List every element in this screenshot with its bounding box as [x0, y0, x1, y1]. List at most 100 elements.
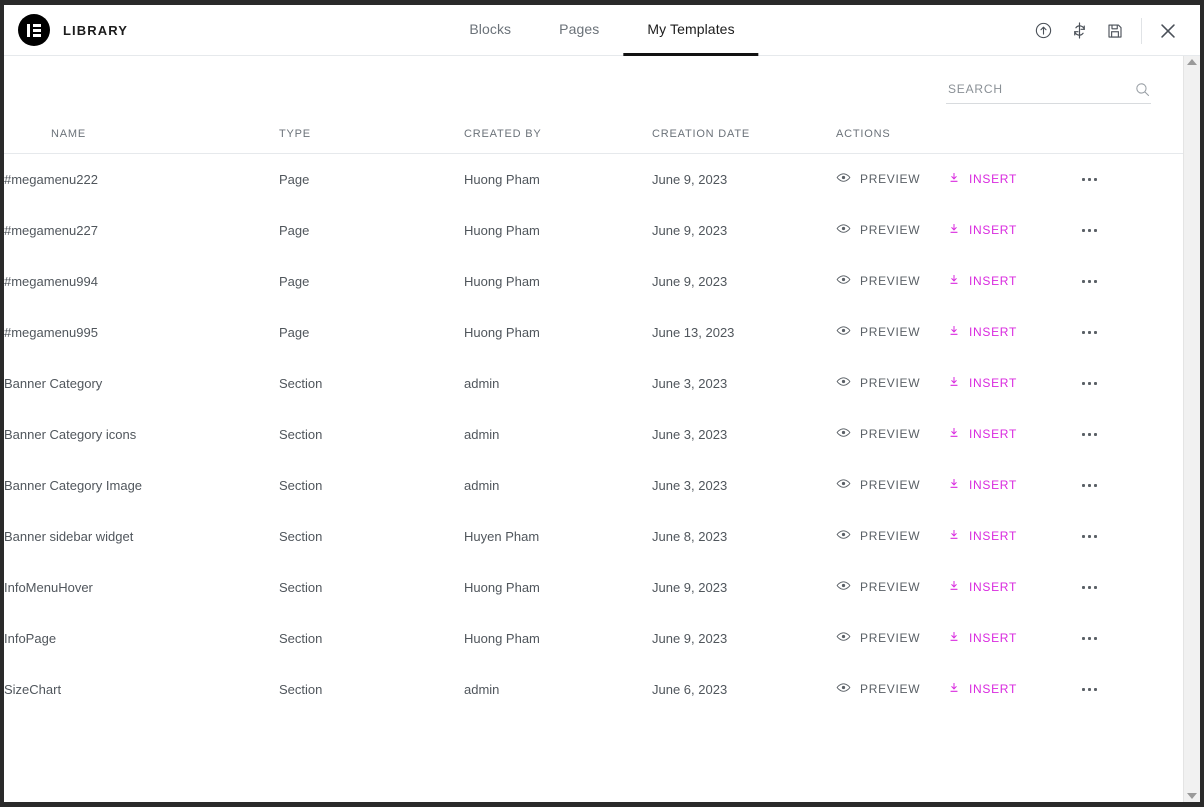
table-row[interactable]: #megamenu222 Page Huong Pham June 9, 2023 PR… [4, 154, 1183, 205]
preview-button[interactable]: PREVIEW [836, 272, 948, 290]
cell-template-name: #megamenu222 [4, 171, 98, 187]
table-row[interactable]: Banner Category icons Section admin June 3,… [4, 409, 1183, 460]
cell-created-by: Huong Pham [464, 324, 540, 340]
more-options-button[interactable] [1048, 330, 1097, 334]
cell-creation-date: June 3, 2023 [652, 375, 728, 391]
preview-button[interactable]: PREVIEW [836, 221, 948, 239]
table-row[interactable]: #megamenu227 Page Huong Pham June 9, 2023 PR… [4, 205, 1183, 256]
table-row[interactable]: Banner Category Image Section admin June 3,… [4, 460, 1183, 511]
insert-button[interactable]: INSERT [948, 477, 1048, 493]
search-row [4, 56, 1183, 104]
download-icon [948, 375, 960, 391]
scroll-up-arrow-icon[interactable] [1187, 59, 1197, 65]
insert-button[interactable]: INSERT [948, 426, 1048, 442]
preview-button[interactable]: PREVIEW [836, 527, 948, 545]
tab-blocks[interactable]: Blocks [469, 21, 512, 37]
insert-button[interactable]: INSERT [948, 630, 1048, 646]
table-row[interactable]: #megamenu995 Page Huong Pham June 13, 2023 P… [4, 307, 1183, 358]
preview-button[interactable]: PREVIEW [836, 170, 948, 188]
cell-template-type: Page [279, 324, 310, 340]
cell-created-by: Huong Pham [464, 222, 540, 238]
upload-circle-icon[interactable] [1025, 13, 1061, 49]
insert-button[interactable]: INSERT [948, 528, 1048, 544]
eye-icon [836, 221, 851, 239]
preview-button[interactable]: PREVIEW [836, 374, 948, 392]
cell-creation-date: June 8, 2023 [652, 528, 728, 544]
close-x-icon[interactable] [1150, 13, 1186, 49]
preview-button[interactable]: PREVIEW [836, 476, 948, 494]
table-body: #megamenu222 Page Huong Pham June 9, 2023 PR… [4, 154, 1183, 715]
column-header-name[interactable]: NAME [4, 128, 279, 154]
insert-label: INSERT [969, 376, 1017, 390]
more-options-button[interactable] [1048, 636, 1097, 640]
column-header-creation-date[interactable]: CREATION DATE [652, 128, 836, 154]
eye-icon [836, 323, 851, 341]
cell-created-by: Huong Pham [464, 273, 540, 289]
scroll-down-arrow-icon[interactable] [1187, 793, 1197, 799]
cell-template-type: Section [279, 681, 323, 697]
more-options-button[interactable] [1048, 585, 1097, 589]
insert-button[interactable]: INSERT [948, 273, 1048, 289]
preview-button[interactable]: PREVIEW [836, 578, 948, 596]
table-row[interactable]: InfoPage Section Huong Pham June 9, 2023 PRE… [4, 613, 1183, 664]
more-options-button[interactable] [1048, 228, 1097, 232]
more-options-button[interactable] [1048, 687, 1097, 691]
tab-pages[interactable]: Pages [559, 21, 600, 37]
download-icon [948, 579, 960, 595]
eye-icon [836, 578, 851, 596]
preview-label: PREVIEW [860, 223, 921, 237]
table-row[interactable]: SizeChart Section admin June 6, 2023 PREVIEW… [4, 664, 1183, 715]
tab-my-templates[interactable]: My Templates [623, 5, 759, 56]
modal-header: LIBRARY Blocks Pages My Templates [4, 5, 1200, 56]
search-box [946, 82, 1151, 104]
more-options-button[interactable] [1048, 381, 1097, 385]
cell-created-by: Huyen Pham [464, 528, 540, 544]
preview-label: PREVIEW [860, 274, 921, 288]
download-icon [948, 528, 960, 544]
cell-created-by: Huong Pham [464, 579, 540, 595]
table-head: NAME TYPE CREATED BY CREATION DATE ACTIO… [4, 128, 1183, 154]
download-icon [948, 630, 960, 646]
more-options-button[interactable] [1048, 279, 1097, 283]
cell-template-type: Section [279, 426, 323, 442]
search-icon[interactable] [1134, 81, 1151, 103]
cell-created-by: Huong Pham [464, 171, 540, 187]
insert-label: INSERT [969, 172, 1017, 187]
sync-icon[interactable] [1061, 13, 1097, 49]
insert-button[interactable]: INSERT [948, 222, 1048, 238]
cell-actions: PREVIEW INSERT [836, 613, 1183, 664]
column-header-type[interactable]: TYPE [279, 128, 464, 154]
column-header-created-by[interactable]: CREATED BY [464, 128, 652, 154]
vertical-scrollbar[interactable] [1183, 56, 1200, 802]
table-row[interactable]: InfoMenuHover Section Huong Pham June 9, 20… [4, 562, 1183, 613]
more-options-button[interactable] [1048, 534, 1097, 538]
eye-icon [836, 680, 851, 698]
table-row[interactable]: Banner Category Section admin June 3, 2023 P… [4, 358, 1183, 409]
eye-icon [836, 272, 851, 290]
preview-button[interactable]: PREVIEW [836, 323, 948, 341]
preview-label: PREVIEW [860, 478, 921, 492]
eye-icon [836, 425, 851, 443]
cell-creation-date: June 9, 2023 [652, 171, 728, 187]
preview-button[interactable]: PREVIEW [836, 629, 948, 647]
more-options-button[interactable] [1048, 483, 1097, 487]
insert-button[interactable]: INSERT [948, 579, 1048, 595]
preview-button[interactable]: PREVIEW [836, 680, 948, 698]
insert-button[interactable]: INSERT [948, 324, 1048, 340]
cell-creation-date: June 9, 2023 [652, 273, 728, 289]
save-floppy-icon[interactable] [1097, 13, 1133, 49]
cell-created-by: admin [464, 681, 500, 697]
cell-template-type: Section [279, 528, 323, 544]
table-row[interactable]: Banner sidebar widget Section Huyen Pham Ju… [4, 511, 1183, 562]
insert-button[interactable]: INSERT [948, 375, 1048, 391]
cell-template-type: Section [279, 477, 323, 493]
insert-button[interactable]: INSERT [948, 171, 1048, 187]
more-options-button[interactable] [1048, 432, 1097, 436]
table-row[interactable]: #megamenu994 Page Huong Pham June 9, 2023 PR… [4, 256, 1183, 307]
search-input[interactable] [946, 82, 1116, 96]
preview-button[interactable]: PREVIEW [836, 425, 948, 443]
insert-button[interactable]: INSERT [948, 681, 1048, 697]
more-options-button[interactable] [1048, 177, 1097, 181]
brand: LIBRARY [4, 14, 128, 46]
